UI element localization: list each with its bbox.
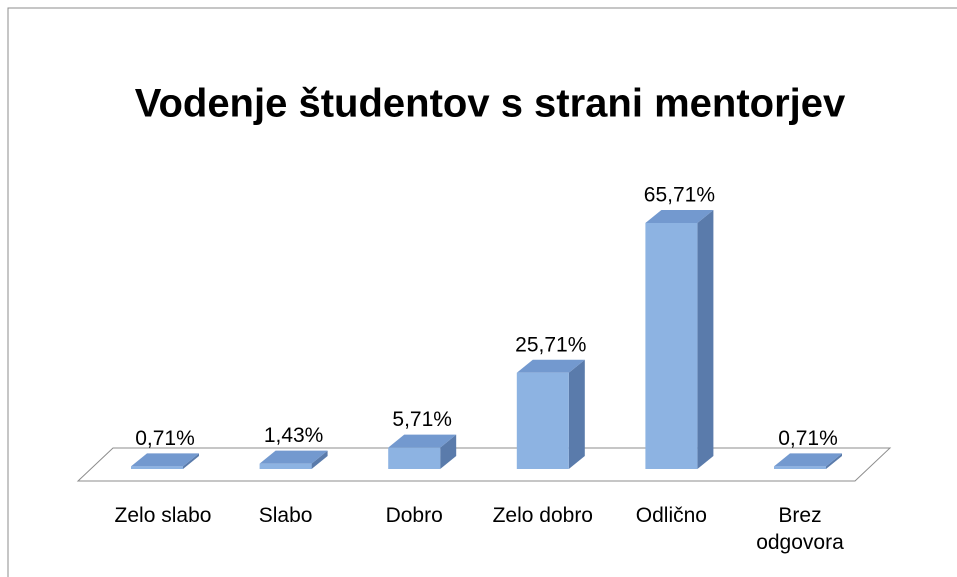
x-tick-label: Slabo	[258, 504, 313, 527]
x-tick-label: Dobro	[385, 504, 443, 527]
chart-title: Vodenje študentov s strani mentorjev	[135, 82, 846, 126]
bar	[645, 210, 714, 469]
bar	[131, 453, 199, 469]
bar-top	[131, 453, 199, 467]
bar	[774, 453, 842, 469]
bar-front	[259, 463, 312, 469]
bar	[388, 434, 457, 469]
value-label: 65,71%	[644, 184, 715, 207]
value-label: 5,71%	[392, 408, 452, 431]
bar	[259, 450, 328, 469]
bar-top	[259, 450, 328, 464]
bar-side	[440, 434, 457, 469]
bar-front	[131, 466, 183, 469]
bar-front	[516, 372, 569, 469]
bar-side	[183, 453, 199, 469]
bar-top	[645, 210, 714, 223]
bar-top	[388, 434, 457, 448]
chart-border	[7, 7, 957, 577]
bar	[516, 359, 585, 469]
x-tick-label: Zelo dobro	[492, 504, 593, 527]
value-label: 1,43%	[264, 424, 324, 447]
bar-side	[697, 210, 714, 469]
value-label: 0,71%	[135, 427, 195, 450]
bar-front	[645, 223, 698, 469]
value-label: 25,71%	[515, 333, 586, 356]
bar-side	[568, 359, 585, 469]
floor	[76, 447, 892, 482]
bar-side	[826, 453, 842, 469]
x-tick-label: Brez odgovora	[756, 504, 844, 554]
bar-front	[388, 447, 441, 469]
bar-front	[774, 466, 826, 469]
x-tick-label: Zelo slabo	[114, 504, 212, 527]
bar-top	[774, 453, 842, 467]
x-tick-label: Odlično	[635, 504, 707, 527]
bar-side	[311, 450, 328, 469]
bar-top	[516, 359, 585, 373]
value-label: 0,71%	[778, 427, 838, 450]
